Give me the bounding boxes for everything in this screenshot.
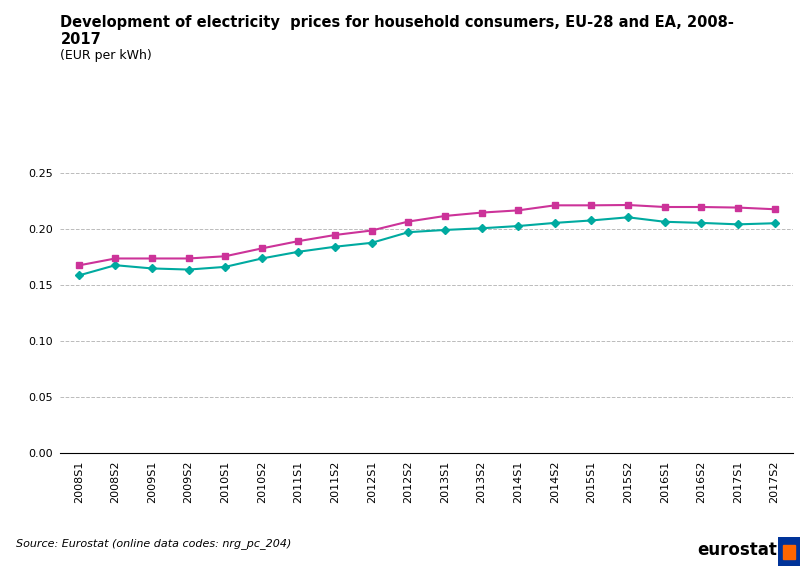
Euro area <box>623 202 633 209</box>
Euro area <box>74 262 84 269</box>
EU-28 <box>623 214 633 221</box>
EU-28 <box>221 263 230 270</box>
EU-28 <box>440 227 450 234</box>
EU-28 <box>550 220 559 227</box>
Euro area <box>587 202 597 209</box>
EU-28 <box>770 220 779 227</box>
Text: eurostat: eurostat <box>697 541 777 559</box>
Euro area <box>110 255 120 262</box>
Euro area <box>367 227 377 234</box>
EU-28 <box>330 243 340 250</box>
EU-28 <box>696 220 706 227</box>
Text: Source: Eurostat (online data codes: nrg_pc_204): Source: Eurostat (online data codes: nrg… <box>16 538 291 549</box>
EU-28 <box>184 266 193 273</box>
EU-28 <box>733 221 743 228</box>
EU-28 <box>514 223 523 229</box>
Euro area <box>440 213 450 220</box>
Euro area <box>294 238 303 245</box>
Text: Development of electricity  prices for household consumers, EU-28 and EA, 2008-: Development of electricity prices for ho… <box>60 15 734 30</box>
EU-28 <box>74 272 84 279</box>
Text: 2017: 2017 <box>60 32 101 47</box>
EU-28 <box>403 229 413 236</box>
Euro area <box>257 245 266 252</box>
Euro area <box>184 255 193 262</box>
EU-28 <box>660 218 670 225</box>
EU-28 <box>477 225 486 232</box>
Euro area <box>330 231 340 238</box>
Euro area <box>514 207 523 214</box>
Euro area <box>696 203 706 210</box>
EU-28 <box>294 248 303 255</box>
Bar <box>783 545 795 559</box>
EU-28 <box>367 239 377 246</box>
EU-28 <box>110 261 120 268</box>
Euro area <box>477 209 486 216</box>
Euro area <box>660 203 670 210</box>
EU-28 <box>147 265 157 272</box>
Euro area <box>550 202 559 209</box>
Line: Euro area: Euro area <box>76 202 778 268</box>
Euro area <box>147 255 157 262</box>
Euro area <box>403 218 413 225</box>
Euro area <box>733 204 743 211</box>
EU-28 <box>587 217 597 224</box>
Line: EU-28: EU-28 <box>76 214 778 279</box>
EU-28 <box>257 255 266 262</box>
Text: (EUR per kWh): (EUR per kWh) <box>60 49 152 62</box>
Euro area <box>221 253 230 260</box>
Euro area <box>770 206 779 213</box>
